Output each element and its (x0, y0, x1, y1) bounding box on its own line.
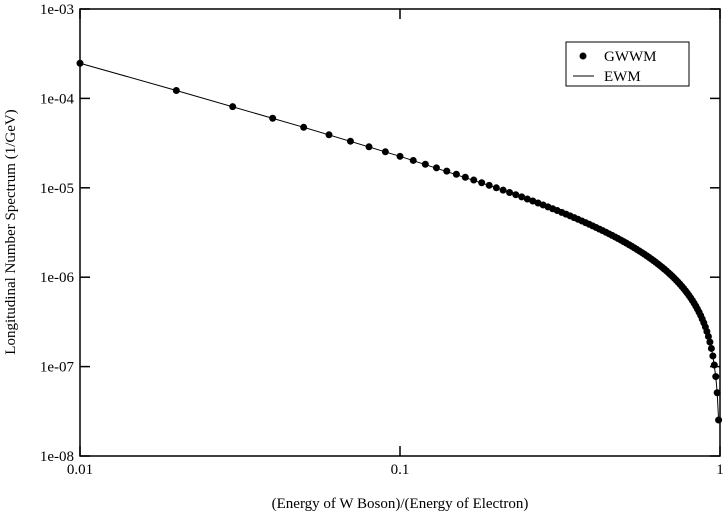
series-line (79, 62, 720, 421)
legend-label: GWWM (604, 49, 657, 65)
x-tick-label: 0.01 (67, 462, 93, 478)
y-tick-label: 1e-06 (40, 270, 75, 286)
y-tick-label: 1e-07 (40, 360, 75, 376)
y-tick-label: 1e-04 (40, 91, 75, 107)
legend-label: EWM (604, 69, 641, 85)
y-axis-label: Longitudinal Number Spectrum (1/GeV) (3, 109, 19, 354)
y-tick-label: 1e-05 (40, 181, 74, 197)
x-tick-label: 0.1 (391, 462, 410, 478)
x-axis-label: (Energy of W Boson)/(Energy of Electron) (272, 496, 529, 512)
legend-marker (579, 52, 587, 60)
y-tick-label: 1e-03 (40, 2, 74, 18)
y-tick-label: 1e-08 (40, 449, 74, 465)
legend-box (565, 41, 690, 87)
x-tick-label: 1 (716, 462, 724, 478)
